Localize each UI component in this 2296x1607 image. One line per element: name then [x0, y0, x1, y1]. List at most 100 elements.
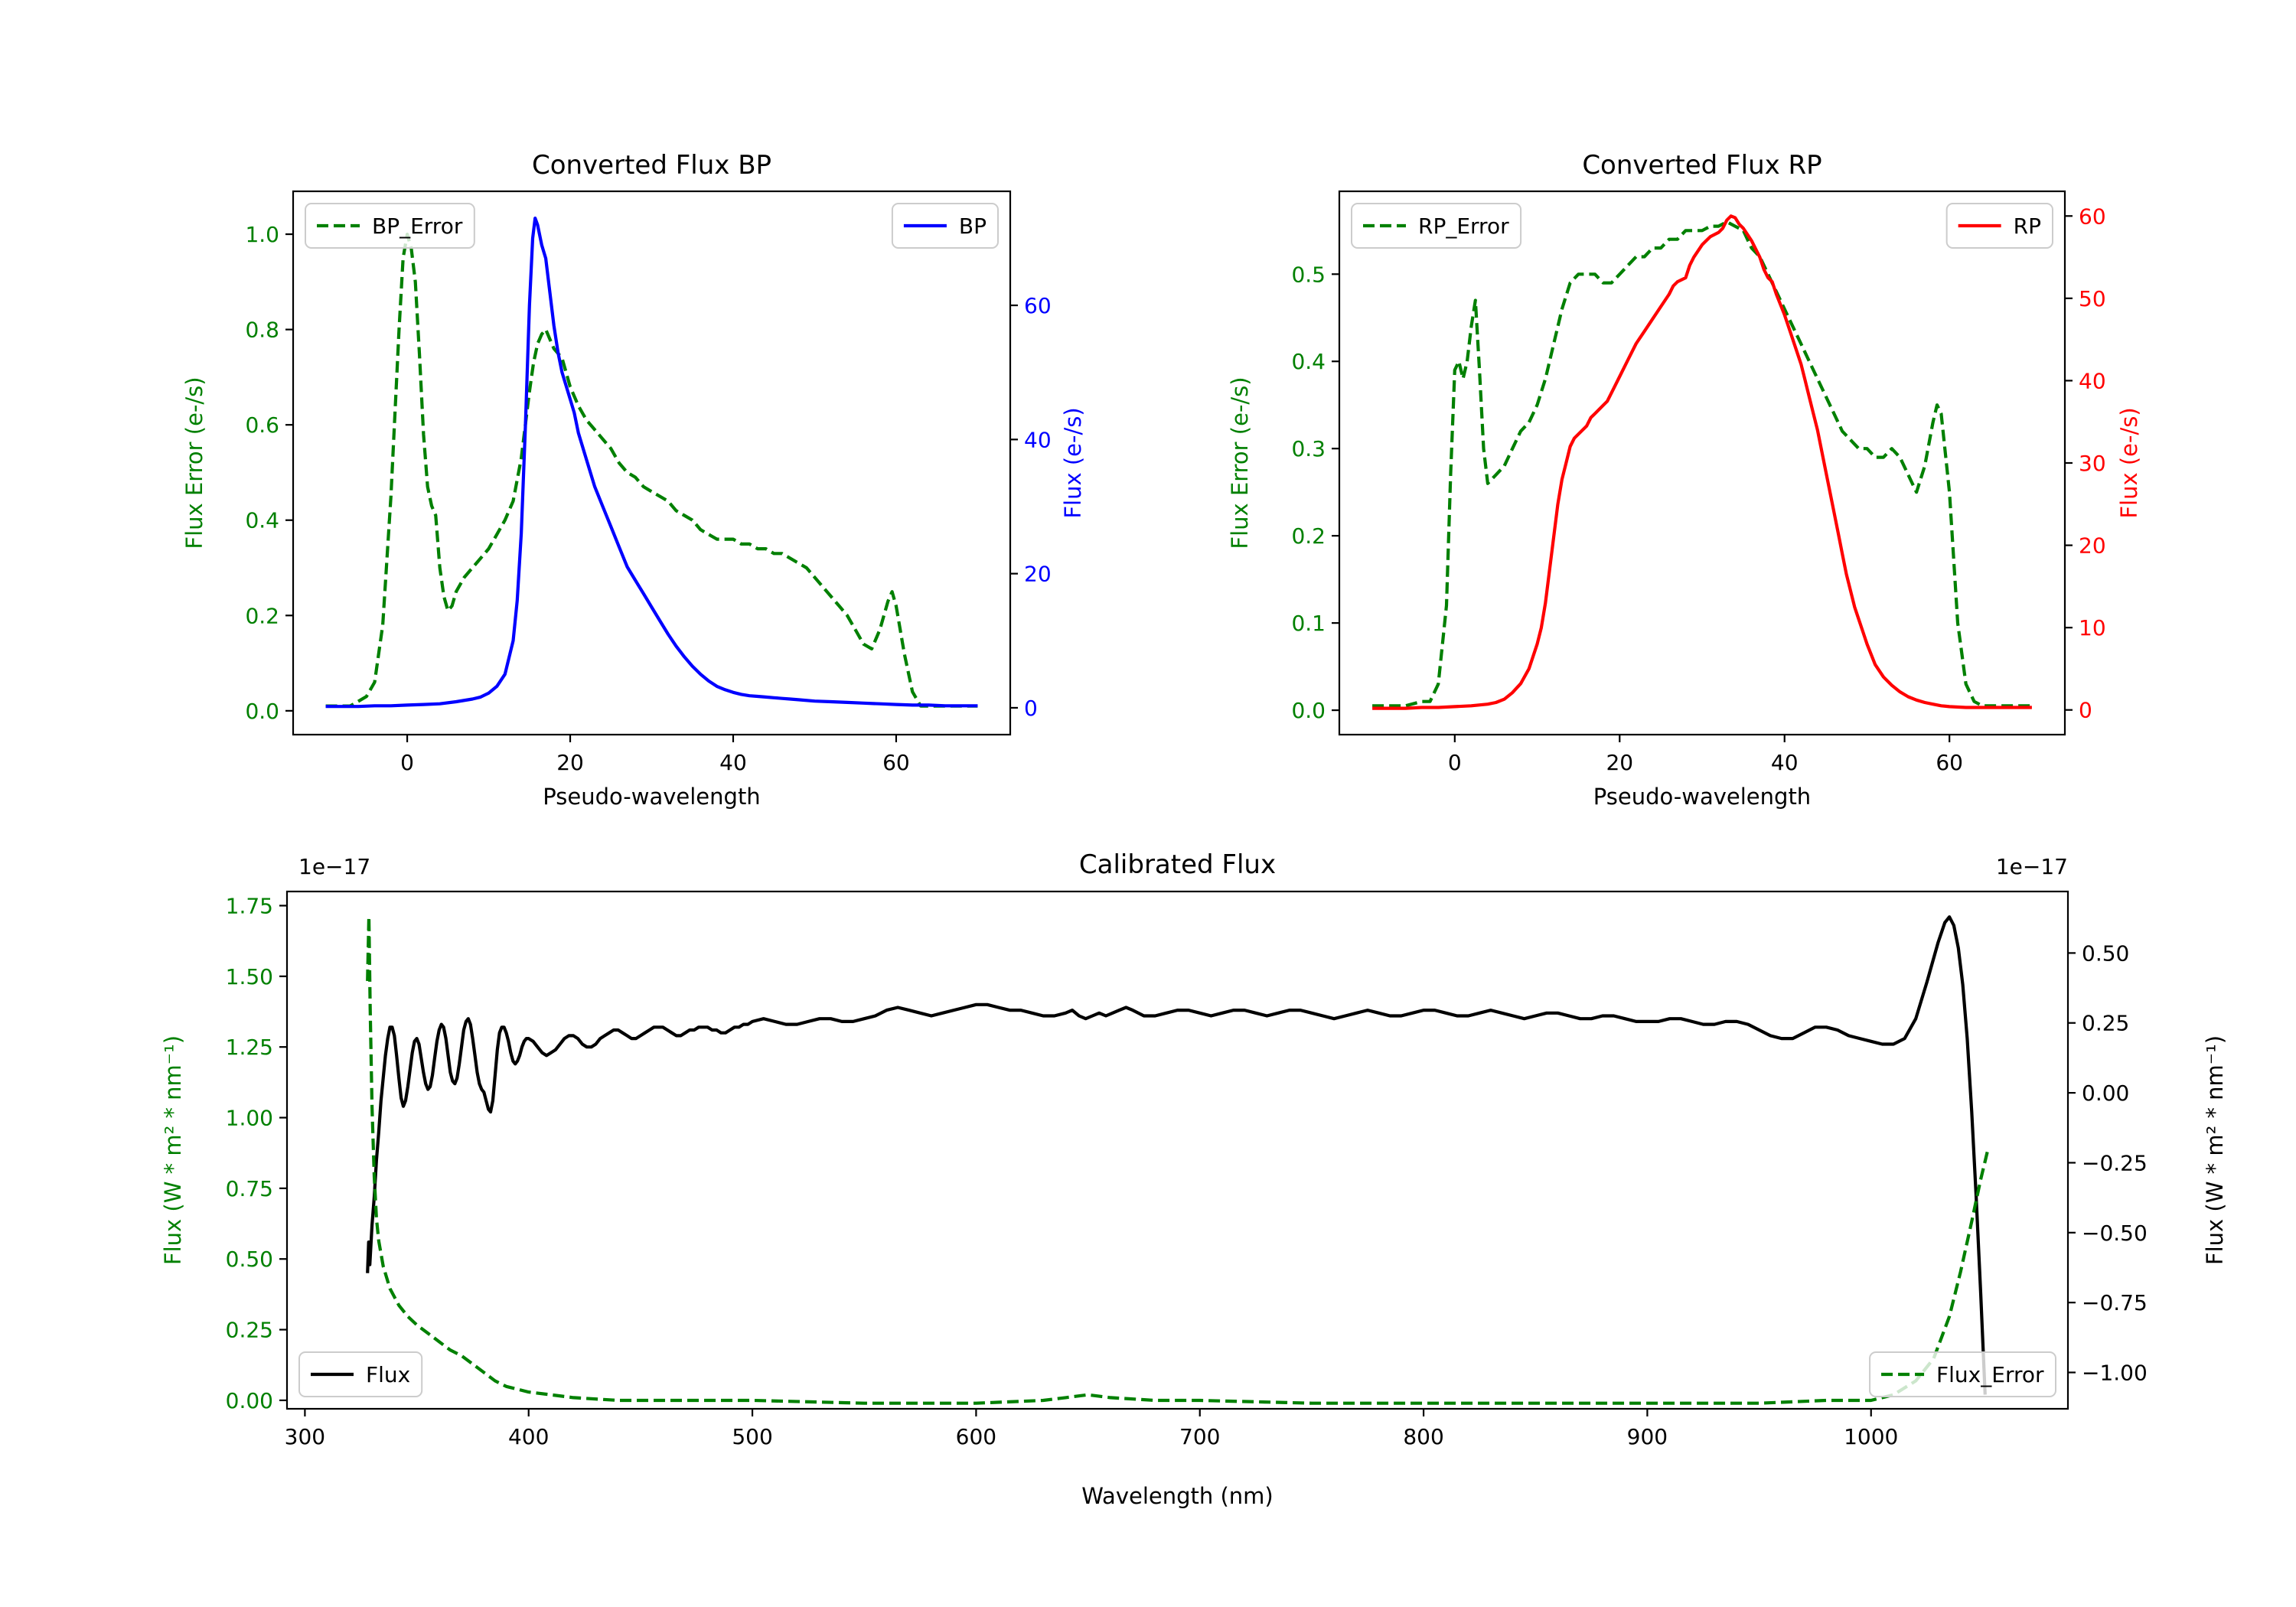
svg-text:Flux: Flux: [366, 1362, 410, 1387]
chart2-ylabel-left: Flux Error (e-/s): [1227, 376, 1253, 549]
chart-1-plot: 0 20 40 60 0.0 0.2 0.4 0.6 0.8 1.0 0 20 40 60 BP_Error…: [245, 190, 1052, 775]
legend-frame: [1869, 1351, 2056, 1397]
y-axis-right-ticks: 0 20 40 60: [1010, 293, 1052, 721]
legend-frame: [305, 203, 475, 249]
y-axis-left-ticks: 0.0 0.1 0.2 0.3 0.4 0.5: [1291, 262, 1339, 723]
chart1-ylabel-left: Flux Error (e-/s): [181, 376, 207, 549]
svg-text:700: 700: [1179, 1424, 1220, 1449]
svg-text:0.0: 0.0: [245, 699, 279, 724]
svg-text:10: 10: [2079, 615, 2106, 641]
y-axis-right-ticks: 0.50 0.25 0.00 −0.25 −0.50 −0.75 −1.00: [2068, 940, 2148, 1385]
svg-text:1000: 1000: [1844, 1424, 1898, 1449]
chart3-xlabel: Wavelength (nm): [1081, 1483, 1274, 1509]
svg-text:60: 60: [1936, 750, 1963, 775]
svg-text:500: 500: [732, 1424, 772, 1449]
y-axis-left-ticks: 0.0 0.2 0.4 0.6 0.8 1.0: [245, 222, 293, 724]
svg-text:40: 40: [1024, 427, 1052, 452]
legend-flux: Flux: [298, 1351, 423, 1397]
svg-text:0.3: 0.3: [1291, 436, 1326, 461]
svg-text:0.4: 0.4: [245, 508, 279, 533]
svg-text:RP: RP: [2014, 214, 2041, 239]
legend-frame: [298, 1351, 423, 1397]
series-rp-error-line: [1372, 220, 2032, 708]
chart2-xlabel: Pseudo-wavelength: [1593, 784, 1812, 810]
legend-rp: RP: [1945, 203, 2053, 249]
chart3-ylabel-left: Flux (W * m² * nm⁻¹): [160, 1035, 186, 1266]
svg-text:−1.00: −1.00: [2082, 1360, 2148, 1385]
axes-frame: [292, 190, 1012, 736]
chart3-offset-left: 1e−17: [298, 854, 371, 879]
series-bp-error-line: [325, 233, 978, 708]
svg-text:0.00: 0.00: [226, 1388, 273, 1413]
legend-frame: [1351, 203, 1522, 249]
svg-text:0.75: 0.75: [226, 1176, 273, 1201]
svg-text:20: 20: [556, 750, 584, 775]
svg-text:20: 20: [1024, 562, 1052, 587]
series-bp-line: [325, 217, 978, 709]
chart3-ylabel-right: Flux (W * m² * nm⁻¹): [2202, 1035, 2228, 1266]
chart-2-plot: 0 20 40 60 0.0 0.1 0.2 0.3 0.4 0.5 0 10 20 30 40 50 60 RP…: [1291, 190, 2106, 775]
svg-text:0.25: 0.25: [2082, 1011, 2129, 1036]
svg-text:BP: BP: [959, 214, 987, 239]
legend-flux-error: Flux_Error: [1869, 1351, 2056, 1397]
x-axis-ticks: 0 20 40 60: [1448, 735, 1963, 775]
svg-text:−0.25: −0.25: [2082, 1150, 2148, 1175]
svg-text:600: 600: [956, 1424, 996, 1449]
svg-text:0.8: 0.8: [245, 318, 279, 343]
svg-text:30: 30: [2079, 451, 2106, 476]
series-flux-error-line: [366, 914, 1989, 1405]
legend-bp: BP: [891, 203, 999, 249]
chart3-offset-right: 1e−17: [1995, 854, 2068, 879]
svg-text:20: 20: [1606, 750, 1633, 775]
svg-text:0.25: 0.25: [226, 1318, 273, 1343]
svg-text:0.6: 0.6: [245, 412, 279, 438]
svg-text:0.5: 0.5: [1291, 262, 1326, 287]
chart1-xlabel: Pseudo-wavelength: [543, 784, 761, 810]
svg-text:BP_Error: BP_Error: [372, 214, 463, 239]
svg-text:40: 40: [719, 750, 747, 775]
svg-text:40: 40: [1771, 750, 1799, 775]
svg-text:50: 50: [2079, 286, 2106, 311]
axes-frame: [285, 890, 2069, 1410]
svg-text:60: 60: [2079, 204, 2106, 229]
svg-text:1.00: 1.00: [226, 1106, 273, 1131]
series-flux-line: [366, 915, 1987, 1395]
svg-text:0.1: 0.1: [1291, 611, 1326, 636]
chart1-title: Converted Flux BP: [531, 150, 772, 181]
svg-text:−0.75: −0.75: [2082, 1290, 2148, 1315]
chart2-ylabel-right: Flux (e-/s): [2116, 407, 2142, 519]
svg-text:Flux_Error: Flux_Error: [1936, 1362, 2044, 1387]
svg-text:−0.50: −0.50: [2082, 1221, 2148, 1246]
svg-text:0.4: 0.4: [1291, 349, 1326, 374]
chart-3-plot: 300 400 500 600 700 800 900 1000 0.00 0.25 0.50 0.7…: [226, 890, 2148, 1449]
svg-text:60: 60: [1024, 293, 1052, 318]
axes-frame: [1338, 190, 2066, 736]
svg-text:1.25: 1.25: [226, 1035, 273, 1060]
x-axis-ticks: 300 400 500 600 700 800 900 1000: [285, 1409, 1898, 1449]
svg-text:20: 20: [2079, 533, 2106, 559]
svg-text:40: 40: [2079, 368, 2106, 393]
svg-text:1.0: 1.0: [245, 222, 279, 247]
chart2-title: Converted Flux RP: [1582, 150, 1822, 181]
svg-text:300: 300: [285, 1424, 325, 1449]
svg-text:0.50: 0.50: [2082, 940, 2129, 966]
legend-rp-error: RP_Error: [1351, 203, 1522, 249]
svg-text:0.0: 0.0: [1291, 698, 1326, 723]
svg-text:0: 0: [1024, 696, 1038, 721]
legend-bp-error: BP_Error: [305, 203, 475, 249]
svg-text:0: 0: [1448, 750, 1462, 775]
svg-text:0.50: 0.50: [226, 1247, 273, 1272]
svg-text:800: 800: [1403, 1424, 1443, 1449]
series-rp-line: [1372, 214, 2032, 710]
svg-text:0: 0: [400, 750, 414, 775]
x-axis-ticks: 0 20 40 60: [400, 735, 910, 775]
chart1-ylabel-right: Flux (e-/s): [1060, 407, 1086, 519]
svg-text:0.00: 0.00: [2082, 1081, 2129, 1106]
svg-text:0: 0: [2079, 698, 2092, 723]
y-axis-left-ticks: 0.00 0.25 0.50 0.75 1.00 1.25 1.50 1.75: [226, 893, 287, 1413]
svg-text:1.50: 1.50: [226, 964, 273, 989]
chart3-title: Calibrated Flux: [1078, 849, 1277, 880]
svg-text:400: 400: [508, 1424, 549, 1449]
